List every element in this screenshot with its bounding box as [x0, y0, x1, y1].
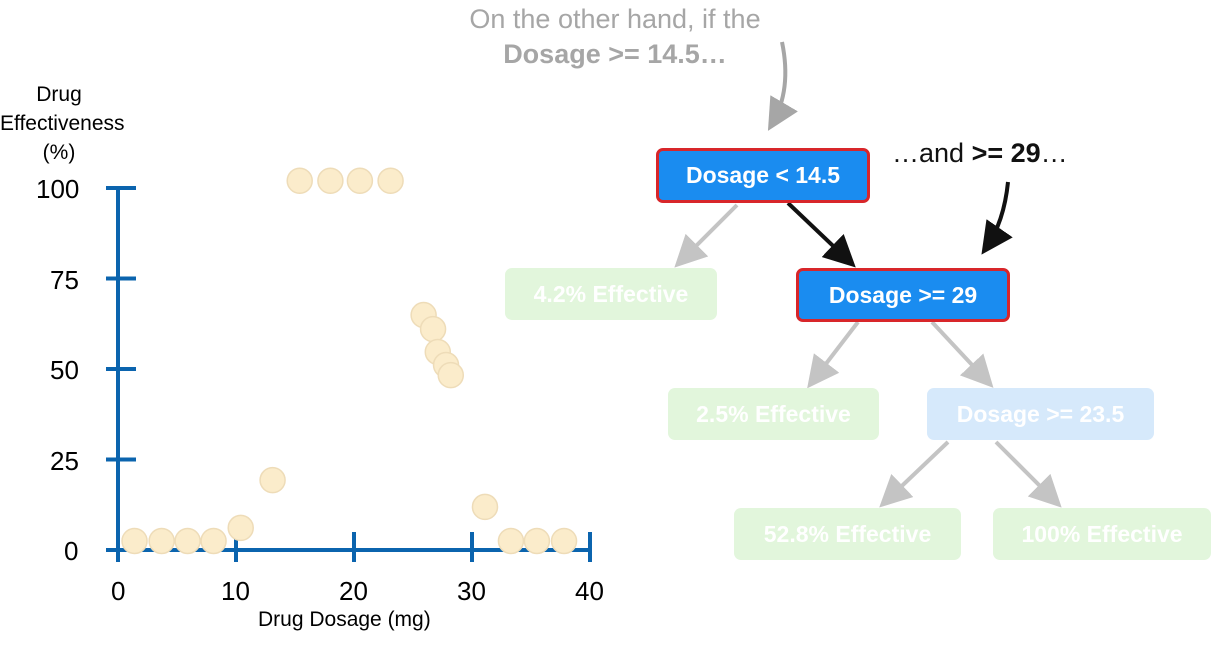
data-point — [419, 315, 447, 343]
data-point — [286, 167, 313, 195]
data-point — [121, 527, 148, 555]
data-point — [148, 527, 175, 555]
data-point — [497, 527, 525, 555]
tree-edge — [930, 320, 994, 388]
y-axis-label: Drug Effectiveness (%) — [0, 80, 125, 167]
leaf-4-2-effective: 4.2% Effective — [505, 268, 717, 320]
data-point — [550, 527, 578, 555]
data-point — [200, 527, 227, 555]
data-point — [437, 361, 465, 389]
y-tick-label: 50 — [50, 355, 79, 385]
data-point — [227, 514, 254, 542]
tree-edge-highlighted — [786, 201, 856, 268]
x-tick-label: 20 — [339, 576, 368, 606]
x-axis-label: Drug Dosage (mg) — [258, 608, 431, 631]
node-dosage-ge-29: Dosage >= 29 — [796, 268, 1010, 322]
tree-edge — [879, 440, 950, 508]
leaf-52-8-effective: 52.8% Effective — [734, 508, 961, 560]
data-point — [377, 167, 404, 195]
node-dosage-ge-23-5: Dosage >= 23.5 — [927, 388, 1154, 440]
y-tick-label: 25 — [50, 446, 79, 476]
y-axis-label-line: Drug — [36, 83, 82, 106]
x-tick-label: 40 — [575, 576, 604, 606]
data-point — [523, 527, 551, 555]
data-point — [317, 167, 344, 195]
root-node: Dosage < 14.5 — [656, 148, 870, 203]
data-point — [346, 167, 374, 195]
y-axis-label-line: Effectiveness — [0, 112, 125, 135]
x-tick-label: 30 — [457, 576, 486, 606]
y-tick-label: 75 — [50, 265, 79, 295]
leaf-100-effective: 100% Effective — [993, 508, 1211, 560]
x-tick-label: 0 — [111, 576, 126, 606]
x-tick-label: 10 — [221, 576, 250, 606]
tree-edge — [674, 203, 739, 268]
top-annotation-arrow — [767, 41, 798, 131]
right-annotation-bold: >= 29 — [971, 138, 1041, 168]
right-annotation-prefix: …and — [892, 138, 972, 168]
top-annotation-line2: Dosage >= 14.5… — [503, 39, 727, 69]
data-point — [174, 527, 201, 555]
data-point — [471, 493, 499, 521]
tree-edge — [994, 440, 1062, 508]
tree-edge — [807, 320, 860, 389]
y-tick-label: 0 — [64, 536, 79, 566]
data-point — [259, 466, 286, 494]
right-annotation: …and >= 29… — [892, 136, 1068, 171]
y-tick-label: 100 — [36, 174, 80, 204]
top-annotation: On the other hand, if the Dosage >= 14.5… — [420, 2, 810, 72]
top-annotation-line1: On the other hand, if the — [469, 4, 761, 34]
y-axis-label-line: (%) — [42, 141, 76, 164]
right-annotation-suffix: … — [1040, 138, 1068, 168]
right-annotation-arrow — [981, 181, 1013, 255]
leaf-2-5-effective: 2.5% Effective — [668, 388, 879, 440]
